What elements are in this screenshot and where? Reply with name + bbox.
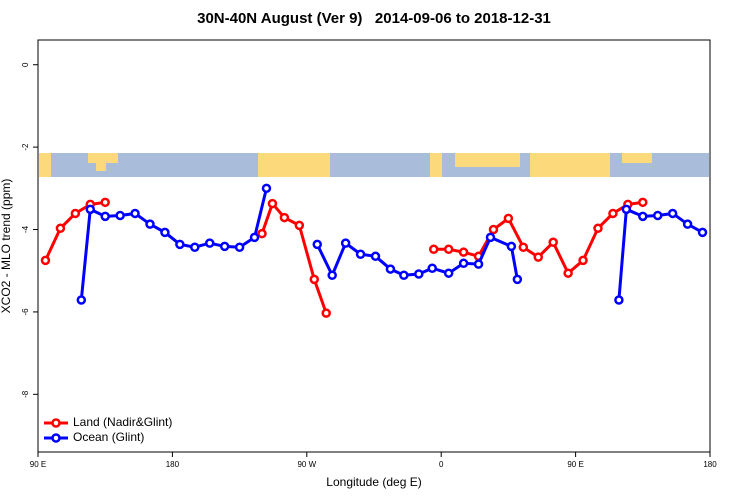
data-point <box>219 241 230 252</box>
x-tick-label: 180 <box>703 460 717 469</box>
data-point <box>548 237 558 248</box>
data-point <box>414 269 424 279</box>
data-point <box>160 227 170 238</box>
x-tick-label: 90 W <box>297 460 316 469</box>
data-point <box>100 211 110 222</box>
data-point <box>399 270 409 281</box>
data-point <box>321 308 331 318</box>
y-tick-label: -4 <box>21 225 30 233</box>
map-band <box>39 153 709 177</box>
data-point <box>267 198 278 209</box>
data-point <box>130 208 140 219</box>
data-point <box>638 211 648 222</box>
data-point <box>355 249 366 259</box>
legend: Land (Nadir&Glint)Ocean (Glint) <box>44 415 172 444</box>
y-tick-label: 0 <box>21 62 30 67</box>
legend-marker <box>51 433 61 443</box>
legend-label: Ocean (Glint) <box>73 430 144 444</box>
data-point <box>667 208 678 219</box>
data-point <box>85 204 96 215</box>
data-point <box>279 212 290 223</box>
data-point <box>458 258 469 269</box>
data-point <box>76 295 87 305</box>
data-point <box>682 219 693 229</box>
data-point <box>294 220 305 231</box>
x-tick-label: 90 E <box>567 460 583 469</box>
data-point <box>614 295 624 305</box>
data-point <box>652 210 663 221</box>
series-line <box>79 187 704 301</box>
data-point <box>257 228 267 239</box>
y-axis-label: XCO2 - MLO trend (ppm) <box>0 179 13 314</box>
data-point <box>473 259 484 269</box>
legend-marker <box>51 418 61 428</box>
data-point <box>512 274 523 285</box>
data-point <box>312 239 323 250</box>
x-tick-label: 0 <box>439 460 444 469</box>
data-point <box>370 251 381 262</box>
data-point <box>443 244 454 255</box>
data-point <box>533 252 544 262</box>
data-point <box>563 268 573 278</box>
plot-frame <box>37 39 711 453</box>
x-tick-label: 180 <box>166 460 180 469</box>
data-point <box>428 244 439 255</box>
data-point <box>204 238 215 248</box>
data-point <box>621 204 632 215</box>
data-point <box>145 219 155 229</box>
data-point <box>385 264 396 274</box>
data-point <box>506 241 517 252</box>
chart-title: 30N-40N August (Ver 9) 2014-09-06 to 201… <box>197 10 551 27</box>
series-line <box>44 200 644 314</box>
data-point <box>578 255 588 266</box>
data-point <box>40 255 51 266</box>
data-point <box>327 270 337 281</box>
data-point <box>485 232 496 243</box>
data-point <box>518 242 529 252</box>
data-point <box>488 224 499 235</box>
data-point <box>638 197 648 208</box>
data-point <box>100 197 110 208</box>
y-tick-label: -8 <box>21 390 30 398</box>
x-tick-label: 90 E <box>30 460 46 469</box>
data-point <box>593 223 603 234</box>
data-point <box>249 232 260 243</box>
data-point <box>261 183 272 194</box>
data-point <box>608 208 618 219</box>
data-point <box>55 223 66 234</box>
x-axis-label: Longitude (deg E) <box>326 475 421 489</box>
data-point <box>427 263 437 273</box>
legend-label: Land (Nadir&Glint) <box>73 415 172 429</box>
data-point <box>115 210 125 221</box>
y-tick-label: -2 <box>21 143 30 151</box>
data-point <box>443 268 454 278</box>
data-point <box>503 213 514 224</box>
data-point <box>340 238 351 248</box>
data-point <box>697 227 708 238</box>
y-tick-label: -6 <box>21 308 30 316</box>
data-point <box>70 208 81 219</box>
data-point <box>309 274 320 285</box>
data-point <box>234 242 245 252</box>
data-point <box>175 239 185 250</box>
data-point <box>190 242 200 252</box>
data-point <box>458 247 469 257</box>
